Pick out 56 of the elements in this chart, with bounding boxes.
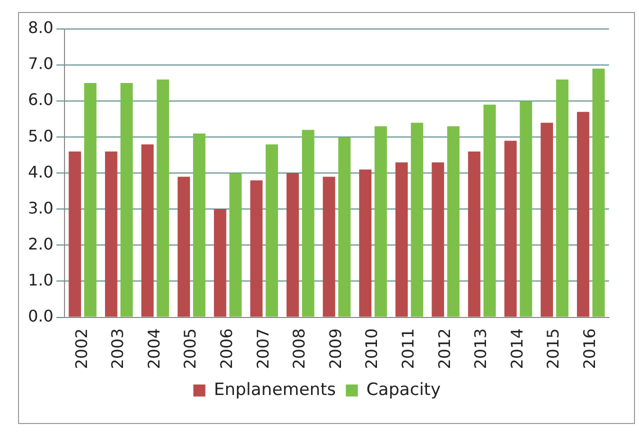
x-tick-label: 2005 — [180, 328, 200, 369]
x-tick-label: 2016 — [580, 328, 600, 369]
x-tick-label: 2002 — [72, 328, 91, 369]
bar — [68, 152, 82, 317]
x-tick-label: 2012 — [434, 328, 454, 369]
bar — [193, 134, 206, 317]
y-tick-label: 3.0 — [28, 198, 54, 218]
bar — [302, 130, 314, 317]
bar — [120, 83, 133, 317]
x-tick-label: 2006 — [216, 328, 236, 369]
y-tick-label: 8.0 — [28, 18, 54, 38]
bar — [592, 68, 605, 317]
y-tick-label: 5.0 — [28, 126, 54, 146]
bar — [250, 180, 263, 317]
y-tick-label: 1.0 — [28, 270, 54, 290]
legend-label: Enplanements — [214, 380, 336, 400]
bar — [156, 79, 170, 317]
bar — [214, 209, 226, 317]
bar — [322, 176, 336, 317]
bar — [540, 122, 553, 317]
bar — [483, 104, 496, 317]
bar — [266, 144, 278, 317]
x-tick-label: 2015 — [544, 328, 563, 369]
bar — [84, 83, 96, 317]
x-tick-label: 2009 — [326, 328, 345, 369]
bar — [141, 144, 154, 317]
y-tick-label: 7.0 — [28, 54, 54, 74]
y-tick-label: 0.0 — [28, 306, 54, 326]
bar — [359, 170, 372, 317]
bar — [432, 162, 444, 317]
bar — [374, 126, 387, 317]
x-tick-label: 2007 — [253, 328, 272, 369]
bar — [395, 162, 408, 317]
bar — [410, 122, 424, 317]
bar — [504, 140, 517, 317]
x-tick-label: 2003 — [108, 328, 128, 369]
bar — [468, 152, 480, 317]
bar — [338, 137, 351, 317]
bar — [178, 176, 190, 317]
x-tick-label: 2013 — [471, 328, 490, 369]
bar — [520, 101, 532, 317]
bar — [556, 79, 568, 317]
y-tick-label: 6.0 — [28, 90, 54, 110]
x-tick-label: 2010 — [362, 328, 382, 369]
x-tick-label: 2008 — [290, 328, 309, 369]
bar — [105, 152, 118, 317]
x-tick-label: 2011 — [398, 328, 418, 369]
y-tick-label: 2.0 — [28, 234, 54, 254]
bar — [229, 173, 242, 317]
bar — [447, 126, 460, 317]
y-tick-label: 4.0 — [28, 162, 54, 182]
legend-label: Capacity — [366, 380, 441, 400]
x-tick-label: 2004 — [144, 328, 164, 369]
x-tick-label: 2014 — [507, 328, 526, 369]
bar — [576, 112, 590, 317]
bar — [286, 173, 299, 317]
